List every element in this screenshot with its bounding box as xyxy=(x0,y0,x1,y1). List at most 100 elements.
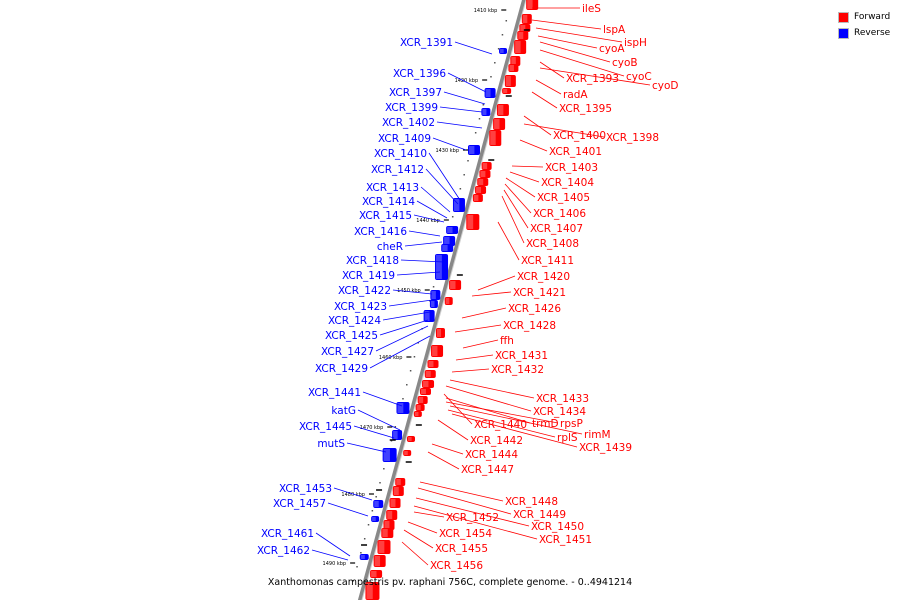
forward-gene-label-ffh[interactable]: ffh xyxy=(500,335,514,347)
reverse-gene-block[interactable] xyxy=(468,145,480,155)
reverse-gene-label-xcr_1429[interactable]: XCR_1429 xyxy=(315,363,368,375)
forward-gene-label-xcr_1421[interactable]: XCR_1421 xyxy=(513,287,566,299)
reverse-gene-label-xcr_1409[interactable]: XCR_1409 xyxy=(378,133,431,145)
reverse-gene-label-xcr_1397[interactable]: XCR_1397 xyxy=(389,87,442,99)
forward-gene-label-rada[interactable]: radA xyxy=(563,89,588,101)
forward-gene-block[interactable] xyxy=(415,404,425,411)
forward-gene-block[interactable] xyxy=(386,510,398,520)
forward-gene-label-xcr_1452[interactable]: XCR_1452 xyxy=(446,512,499,524)
forward-gene-label-trmd[interactable]: trmD xyxy=(532,418,559,430)
reverse-gene-label-xcr_1391[interactable]: XCR_1391 xyxy=(400,37,453,49)
forward-gene-label-xcr_1442[interactable]: XCR_1442 xyxy=(470,435,523,447)
reverse-gene-label-xcr_1462[interactable]: XCR_1462 xyxy=(257,545,310,557)
forward-gene-label-xcr_1406[interactable]: XCR_1406 xyxy=(533,208,586,220)
reverse-gene-label-cher[interactable]: cheR xyxy=(377,241,403,253)
reverse-gene-label-xcr_1414[interactable]: XCR_1414 xyxy=(362,196,415,208)
forward-gene-block[interactable] xyxy=(496,104,509,116)
forward-gene-block[interactable] xyxy=(481,162,492,170)
forward-gene-block[interactable] xyxy=(472,194,483,202)
forward-gene-label-xcr_1420[interactable]: XCR_1420 xyxy=(517,271,570,283)
forward-gene-block[interactable] xyxy=(466,214,480,230)
forward-gene-block[interactable] xyxy=(417,396,428,404)
forward-gene-block[interactable] xyxy=(477,178,489,186)
forward-gene-label-xcr_1456[interactable]: XCR_1456 xyxy=(430,560,483,572)
reverse-gene-block[interactable] xyxy=(392,430,403,440)
forward-gene-label-xcr_1454[interactable]: XCR_1454 xyxy=(439,528,492,540)
forward-gene-label-xcr_1455[interactable]: XCR_1455 xyxy=(435,543,488,555)
reverse-gene-block[interactable] xyxy=(435,254,449,280)
forward-gene-block[interactable] xyxy=(510,56,521,66)
forward-gene-block[interactable] xyxy=(493,118,506,130)
forward-gene-block[interactable] xyxy=(514,40,527,54)
forward-gene-label-xcr_1444[interactable]: XCR_1444 xyxy=(465,449,518,461)
forward-gene-label-xcr_1428[interactable]: XCR_1428 xyxy=(503,320,556,332)
forward-gene-block[interactable] xyxy=(370,570,383,578)
forward-gene-label-xcr_1403[interactable]: XCR_1403 xyxy=(545,162,598,174)
forward-gene-block[interactable] xyxy=(479,170,491,178)
forward-gene-label-xcr_1405[interactable]: XCR_1405 xyxy=(537,192,590,204)
forward-gene-block[interactable] xyxy=(444,297,453,305)
forward-gene-block[interactable] xyxy=(424,370,436,378)
forward-gene-label-xcr_1404[interactable]: XCR_1404 xyxy=(541,177,594,189)
forward-gene-block[interactable] xyxy=(427,360,439,368)
forward-gene-block[interactable] xyxy=(365,582,380,600)
forward-gene-block[interactable] xyxy=(413,411,422,417)
forward-gene-block[interactable] xyxy=(422,380,435,388)
forward-gene-block[interactable] xyxy=(392,486,404,496)
forward-gene-block[interactable] xyxy=(407,436,416,442)
reverse-gene-label-xcr_1415[interactable]: XCR_1415 xyxy=(359,210,412,222)
reverse-gene-block[interactable] xyxy=(443,236,456,246)
reverse-gene-block[interactable] xyxy=(359,554,369,560)
forward-gene-label-xcr_1451[interactable]: XCR_1451 xyxy=(539,534,592,546)
forward-gene-block[interactable] xyxy=(508,64,519,72)
forward-gene-label-xcr_1400[interactable]: XCR_1400 xyxy=(553,130,606,142)
reverse-gene-label-xcr_1422[interactable]: XCR_1422 xyxy=(338,285,391,297)
forward-gene-label-xcr_1431[interactable]: XCR_1431 xyxy=(495,350,548,362)
reverse-gene-block[interactable] xyxy=(481,108,491,116)
forward-gene-label-xcr_1395[interactable]: XCR_1395 xyxy=(559,103,612,115)
forward-gene-label-rpsp[interactable]: rpsP xyxy=(560,418,583,430)
forward-gene-label-xcr_1411[interactable]: XCR_1411 xyxy=(521,255,574,267)
forward-gene-block[interactable] xyxy=(435,328,445,338)
reverse-gene-block[interactable] xyxy=(446,226,459,234)
forward-gene-label-xcr_1401[interactable]: XCR_1401 xyxy=(549,146,602,158)
forward-gene-label-xcr_1426[interactable]: XCR_1426 xyxy=(508,303,561,315)
reverse-gene-label-xcr_1413[interactable]: XCR_1413 xyxy=(366,182,419,194)
reverse-gene-label-xcr_1410[interactable]: XCR_1410 xyxy=(374,148,427,160)
reverse-gene-label-xcr_1425[interactable]: XCR_1425 xyxy=(325,330,378,342)
forward-gene-block[interactable] xyxy=(383,520,395,530)
forward-gene-label-xcr_1432[interactable]: XCR_1432 xyxy=(491,364,544,376)
forward-gene-label-xcr_1393[interactable]: XCR_1393 xyxy=(566,73,619,85)
forward-gene-label-cyoa[interactable]: cyoA xyxy=(599,43,625,55)
reverse-gene-block[interactable] xyxy=(371,516,380,522)
forward-gene-block[interactable] xyxy=(389,498,401,508)
reverse-gene-label-muts[interactable]: mutS xyxy=(317,438,345,450)
reverse-gene-label-xcr_1461[interactable]: XCR_1461 xyxy=(261,528,314,540)
forward-gene-block[interactable] xyxy=(395,478,406,486)
forward-gene-label-xcr_1450[interactable]: XCR_1450 xyxy=(531,521,584,533)
forward-gene-block[interactable] xyxy=(502,88,512,94)
reverse-gene-label-xcr_1418[interactable]: XCR_1418 xyxy=(346,255,399,267)
forward-gene-block[interactable] xyxy=(449,280,462,290)
reverse-gene-label-xcr_1424[interactable]: XCR_1424 xyxy=(328,315,381,327)
forward-gene-block[interactable] xyxy=(377,540,391,554)
reverse-gene-label-xcr_1402[interactable]: XCR_1402 xyxy=(382,117,435,129)
reverse-gene-block[interactable] xyxy=(429,300,438,308)
reverse-gene-block[interactable] xyxy=(499,48,508,54)
forward-gene-block[interactable] xyxy=(489,130,502,146)
forward-gene-block[interactable] xyxy=(517,31,529,40)
forward-gene-label-cyoc[interactable]: cyoC xyxy=(626,71,652,83)
reverse-gene-label-xcr_1419[interactable]: XCR_1419 xyxy=(342,270,395,282)
reverse-gene-label-xcr_1445[interactable]: XCR_1445 xyxy=(299,421,352,433)
forward-gene-block[interactable] xyxy=(373,555,386,567)
reverse-gene-label-katg[interactable]: katG xyxy=(331,405,356,417)
forward-gene-block[interactable] xyxy=(475,186,487,194)
forward-gene-block[interactable] xyxy=(526,0,539,10)
reverse-gene-label-xcr_1412[interactable]: XCR_1412 xyxy=(371,164,424,176)
forward-gene-label-xcr_1447[interactable]: XCR_1447 xyxy=(461,464,514,476)
forward-gene-label-iles[interactable]: ileS xyxy=(582,3,601,15)
forward-gene-label-cyod[interactable]: cyoD xyxy=(652,80,679,92)
forward-gene-label-rimm[interactable]: rimM xyxy=(584,429,611,441)
forward-gene-block[interactable] xyxy=(381,528,394,538)
forward-gene-label-xcr_1408[interactable]: XCR_1408 xyxy=(526,238,579,250)
